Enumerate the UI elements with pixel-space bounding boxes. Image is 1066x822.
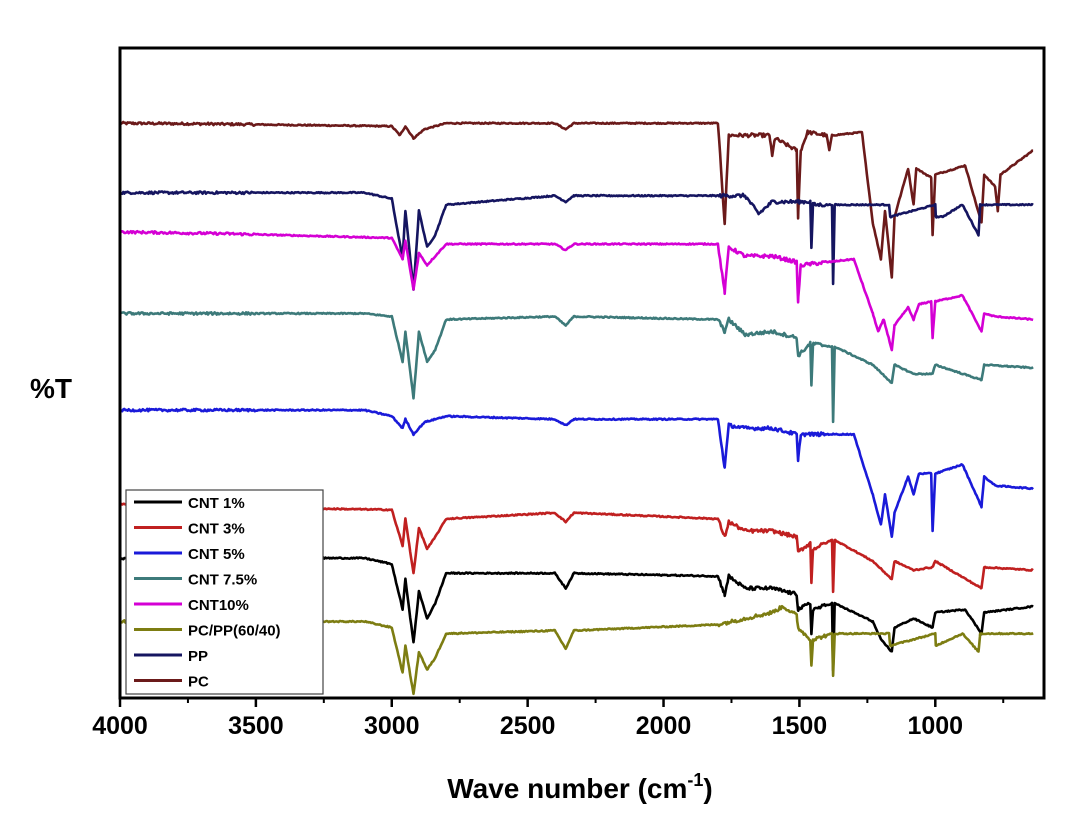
- series-line-1: [119, 190, 1034, 291]
- legend-label-6: PP: [188, 648, 208, 665]
- legend-label-2: CNT 5%: [188, 546, 245, 563]
- x-axis-ticks: 4000 3500 3000 2500 2000 1500 1000: [92, 698, 1005, 740]
- legend-label-4: CNT10%: [188, 597, 249, 614]
- x-axis-label-main: Wave number (cm: [447, 773, 687, 804]
- plot-frame: [118, 46, 1046, 700]
- legend-label-3: CNT 7.5%: [188, 572, 257, 589]
- legend-box: [125, 489, 324, 695]
- legend-label-0: CNT 1%: [188, 495, 245, 512]
- legend-items: CNT 1% CNT 3% CNT 5% CNT 7.5% CNT10% PC/PP(60…: [134, 495, 281, 691]
- x-tick-label-3500: 3500: [228, 712, 284, 740]
- series-line-0: [119, 120, 1034, 279]
- x-tick-label-3000: 3000: [364, 712, 420, 740]
- x-tick-label-2000: 2000: [636, 712, 692, 740]
- series-line-4: [119, 407, 1034, 538]
- y-axis-label: %T: [30, 373, 72, 404]
- x-axis-label-superscript: -1: [687, 770, 703, 790]
- legend-label-7: PC: [188, 674, 209, 691]
- x-axis-label: Wave number (cm-1): [447, 770, 712, 804]
- x-tick-label-4000: 4000: [92, 712, 148, 740]
- legend-label-1: CNT 3%: [188, 521, 245, 538]
- legend: CNT 1% CNT 3% CNT 5% CNT 7.5% CNT10% PC/PP(60…: [125, 489, 324, 695]
- legend-label-5: PC/PP(60/40): [188, 623, 281, 640]
- x-axis-label-suffix: ): [703, 773, 712, 804]
- series-line-3: [119, 311, 1034, 424]
- x-tick-label-1500: 1500: [772, 712, 828, 740]
- x-tick-label-2500: 2500: [500, 712, 556, 740]
- x-tick-label-1000: 1000: [907, 712, 963, 740]
- series-line-2: [118, 229, 1034, 352]
